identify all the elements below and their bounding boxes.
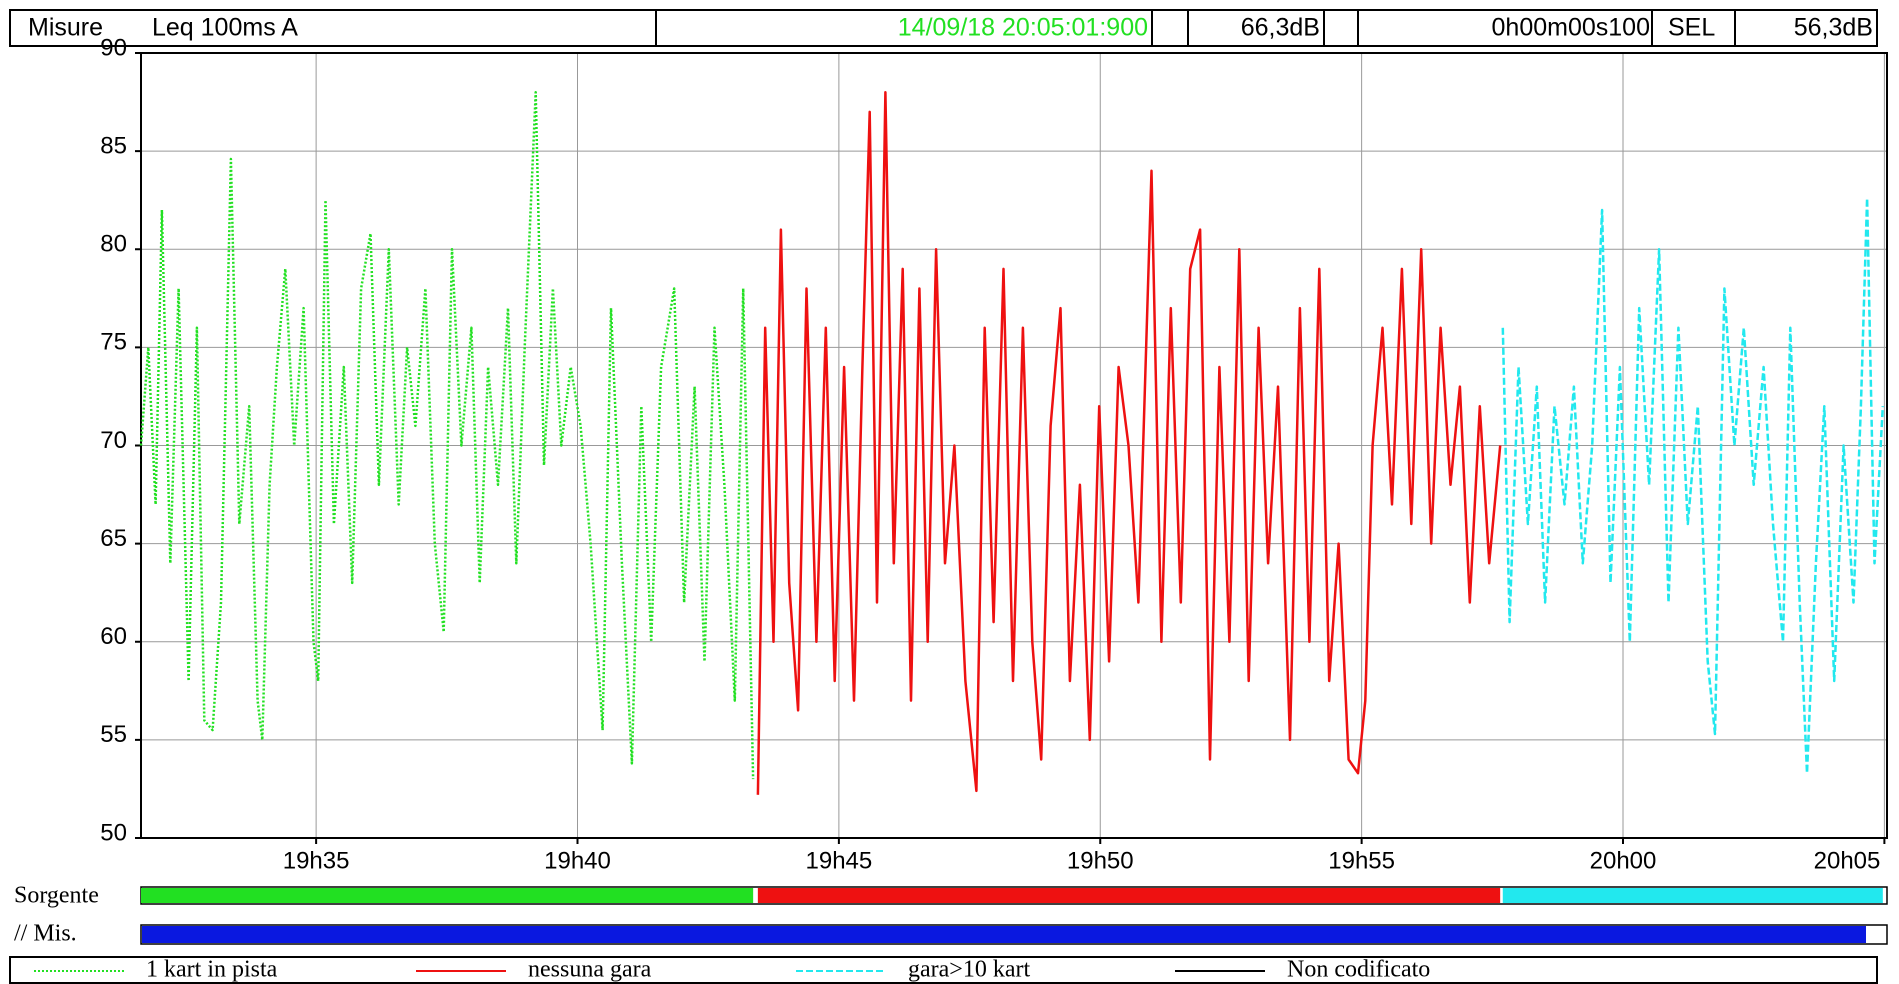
header-duration: 0h00m00s100 [1492, 14, 1650, 42]
y-tick-label: 90 [100, 34, 127, 61]
header-datetime: 14/09/18 20:05:01:900 [898, 14, 1148, 42]
measure-band [142, 926, 1866, 943]
measure-band-label: // Mis. [14, 921, 77, 947]
y-tick-label: 50 [100, 819, 127, 846]
legend-label: 1 kart in pista [146, 957, 278, 983]
x-tick-label: 20h00 [1590, 847, 1657, 874]
x-tick-label: 19h55 [1328, 847, 1395, 874]
header-cell [1357, 9, 1653, 47]
header-sel-label: SEL [1668, 14, 1715, 42]
legend-label: nessuna gara [528, 957, 652, 983]
y-tick-label: 85 [100, 132, 127, 159]
x-tick-label: 20h05 [1814, 847, 1881, 874]
x-tick-label: 19h40 [544, 847, 611, 874]
x-tick-label: 19h45 [806, 847, 873, 874]
header-cell [1187, 9, 1325, 47]
y-tick-label: 65 [100, 525, 127, 552]
header-measure: Misure [28, 14, 103, 42]
header-sel: 56,3dB [1794, 14, 1873, 42]
header-cell [1734, 9, 1878, 47]
y-tick-label: 75 [100, 329, 127, 356]
x-tick-label: 19h35 [283, 847, 350, 874]
header-level: 66,3dB [1241, 14, 1320, 42]
y-tick-label: 70 [100, 427, 127, 454]
source-segment [757, 888, 1501, 903]
series-line [756, 91, 1502, 795]
x-tick-label: 19h50 [1067, 847, 1134, 874]
legend-label: gara>10 kart [908, 957, 1030, 983]
y-tick-label: 80 [100, 231, 127, 258]
legend-label: Non codificato [1287, 957, 1430, 983]
legend-frame [9, 956, 1878, 984]
header-cell [655, 9, 1153, 47]
y-tick-label: 55 [100, 721, 127, 748]
y-tick-label: 60 [100, 623, 127, 650]
series-line [139, 91, 755, 780]
source-segment [1502, 888, 1883, 903]
source-segment [141, 888, 754, 903]
series-line [1501, 196, 1885, 775]
source-band-label: Sorgente [14, 883, 99, 909]
header-mode: Leq 100ms A [152, 14, 298, 42]
